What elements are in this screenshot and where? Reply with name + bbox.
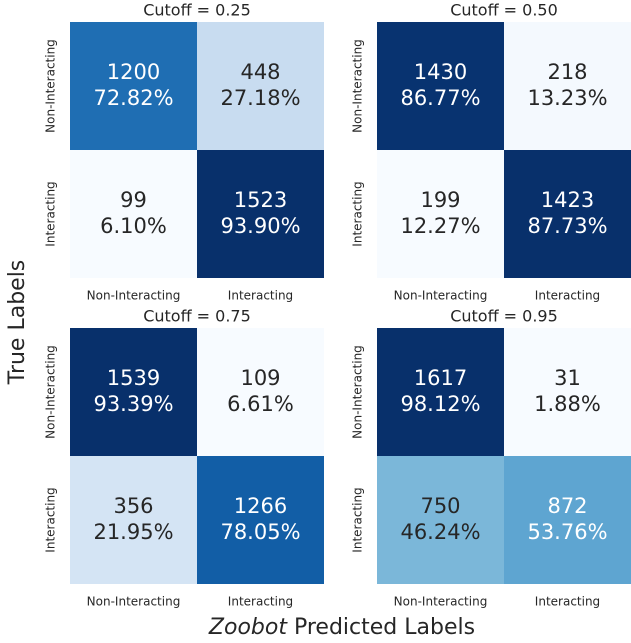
cell-percent: 27.18% (220, 86, 300, 110)
cell-percent: 87.73% (527, 214, 607, 238)
heatmap-cell (70, 456, 197, 584)
chart-title: Cutoff = 0.50 (450, 1, 558, 20)
cell-percent: 12.27% (400, 214, 480, 238)
y-tick-label: Interacting (351, 487, 365, 552)
cell-count: 872 (547, 494, 587, 518)
cell-count: 99 (120, 188, 147, 212)
y-tick-label: Interacting (44, 181, 58, 246)
cell-percent: 93.90% (220, 214, 300, 238)
cell-count: 109 (240, 366, 280, 390)
cell-percent: 86.77% (400, 86, 480, 110)
heatmap-cell (504, 22, 631, 150)
cell-percent: 6.10% (100, 214, 167, 238)
cell-percent: 72.82% (93, 86, 173, 110)
heatmap-cell (504, 456, 631, 584)
cell-percent: 93.39% (93, 392, 173, 416)
x-axis-label-text: Predicted Labels (294, 615, 475, 640)
y-tick-label: Interacting (351, 181, 365, 246)
cell-percent: 6.61% (227, 392, 294, 416)
x-tick-label: Interacting (535, 289, 600, 303)
cell-count: 1539 (107, 366, 160, 390)
cell-count: 1617 (414, 366, 467, 390)
cell-percent: 21.95% (93, 520, 173, 544)
heatmap-cell (377, 456, 504, 584)
y-axis-label: True Labels (5, 260, 30, 386)
cell-count: 1523 (234, 188, 287, 212)
heatmap-cell (70, 328, 197, 456)
x-tick-label: Non-Interacting (87, 289, 181, 303)
chart-title: Cutoff = 0.75 (143, 307, 251, 326)
y-tick-label: Non-Interacting (44, 345, 58, 439)
heatmap-cell (70, 150, 197, 278)
cell-count: 448 (240, 60, 280, 84)
heatmap-cell (377, 150, 504, 278)
x-tick-label: Non-Interacting (394, 595, 488, 609)
cell-percent: 98.12% (400, 392, 480, 416)
x-tick-label: Interacting (228, 595, 293, 609)
heatmap-cell (197, 456, 324, 584)
cell-percent: 53.76% (527, 520, 607, 544)
cell-count: 750 (420, 494, 460, 518)
cell-count: 1430 (414, 60, 467, 84)
x-axis-label: Zoobot Predicted Labels (208, 615, 475, 640)
cell-count: 1423 (541, 188, 594, 212)
heatmap-cell (377, 22, 504, 150)
cell-count: 31 (554, 366, 581, 390)
heatmap-cell (377, 328, 504, 456)
x-axis-label-model: Zoobot (208, 615, 288, 640)
heatmap-cell (504, 328, 631, 456)
cell-percent: 78.05% (220, 520, 300, 544)
cell-count: 218 (547, 60, 587, 84)
heatmap-cell (70, 22, 197, 150)
x-tick-label: Interacting (228, 289, 293, 303)
y-tick-label: Non-Interacting (351, 345, 365, 439)
cell-percent: 13.23% (527, 86, 607, 110)
chart-title: Cutoff = 0.25 (143, 1, 251, 20)
cell-percent: 46.24% (400, 520, 480, 544)
cell-count: 1200 (107, 60, 160, 84)
x-tick-label: Non-Interacting (394, 289, 488, 303)
x-tick-label: Non-Interacting (87, 595, 181, 609)
cell-count: 199 (420, 188, 460, 212)
heatmap-cell (197, 150, 324, 278)
heatmap-cell (504, 150, 631, 278)
heatmap-cell (197, 328, 324, 456)
chart-title: Cutoff = 0.95 (450, 307, 558, 326)
heatmap-cell (197, 22, 324, 150)
cell-percent: 1.88% (534, 392, 601, 416)
x-tick-label: Interacting (535, 595, 600, 609)
cell-count: 356 (113, 494, 153, 518)
cell-count: 1266 (234, 494, 287, 518)
y-tick-label: Interacting (44, 487, 58, 552)
y-tick-label: Non-Interacting (351, 39, 365, 133)
y-tick-label: Non-Interacting (44, 39, 58, 133)
